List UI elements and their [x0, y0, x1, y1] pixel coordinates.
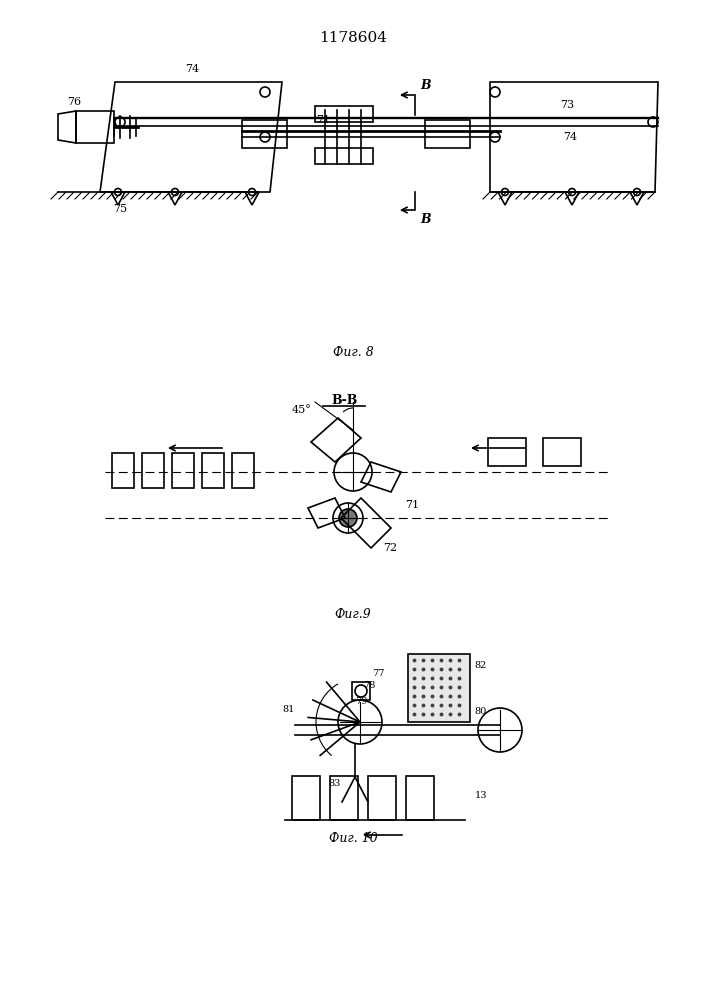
Bar [543, 438, 581, 466]
Text: 82: 82 [474, 662, 486, 670]
Text: 74: 74 [563, 132, 577, 142]
Text: 81: 81 [282, 706, 294, 714]
Bar [330, 776, 358, 820]
Bar [292, 776, 320, 820]
Bar [408, 654, 470, 722]
Bar [368, 776, 396, 820]
Bar [242, 120, 287, 148]
Bar [315, 148, 373, 164]
Text: Фиг.9: Фиг.9 [334, 608, 371, 621]
Text: 13: 13 [475, 790, 488, 800]
Text: 77: 77 [372, 670, 385, 678]
Bar [406, 776, 434, 820]
Text: 78: 78 [363, 682, 375, 690]
Bar [315, 106, 373, 122]
Text: 1178604: 1178604 [319, 31, 387, 45]
Text: 80: 80 [474, 708, 486, 716]
Text: В-В: В-В [332, 393, 358, 406]
Bar [352, 682, 370, 700]
Text: 79: 79 [355, 698, 368, 706]
Bar [142, 453, 164, 488]
Text: Фиг. 8: Фиг. 8 [332, 346, 373, 359]
Text: 71: 71 [405, 500, 419, 510]
Text: 45°: 45° [291, 405, 311, 415]
Text: В: В [420, 213, 431, 226]
Text: 72: 72 [383, 543, 397, 553]
Text: Фиг. 10: Фиг. 10 [329, 832, 378, 844]
Text: 73: 73 [560, 100, 574, 110]
Text: 76: 76 [67, 97, 81, 107]
Text: 74: 74 [185, 64, 199, 74]
Bar [488, 438, 526, 466]
Text: 83: 83 [328, 780, 340, 788]
Text: 71: 71 [316, 115, 330, 125]
Bar [172, 453, 194, 488]
Bar [112, 453, 134, 488]
Text: 75: 75 [113, 204, 127, 214]
Bar [232, 453, 254, 488]
Circle shape [339, 509, 357, 527]
Bar [202, 453, 224, 488]
Text: В: В [420, 79, 431, 92]
Bar [425, 120, 470, 148]
Bar [76, 111, 114, 143]
